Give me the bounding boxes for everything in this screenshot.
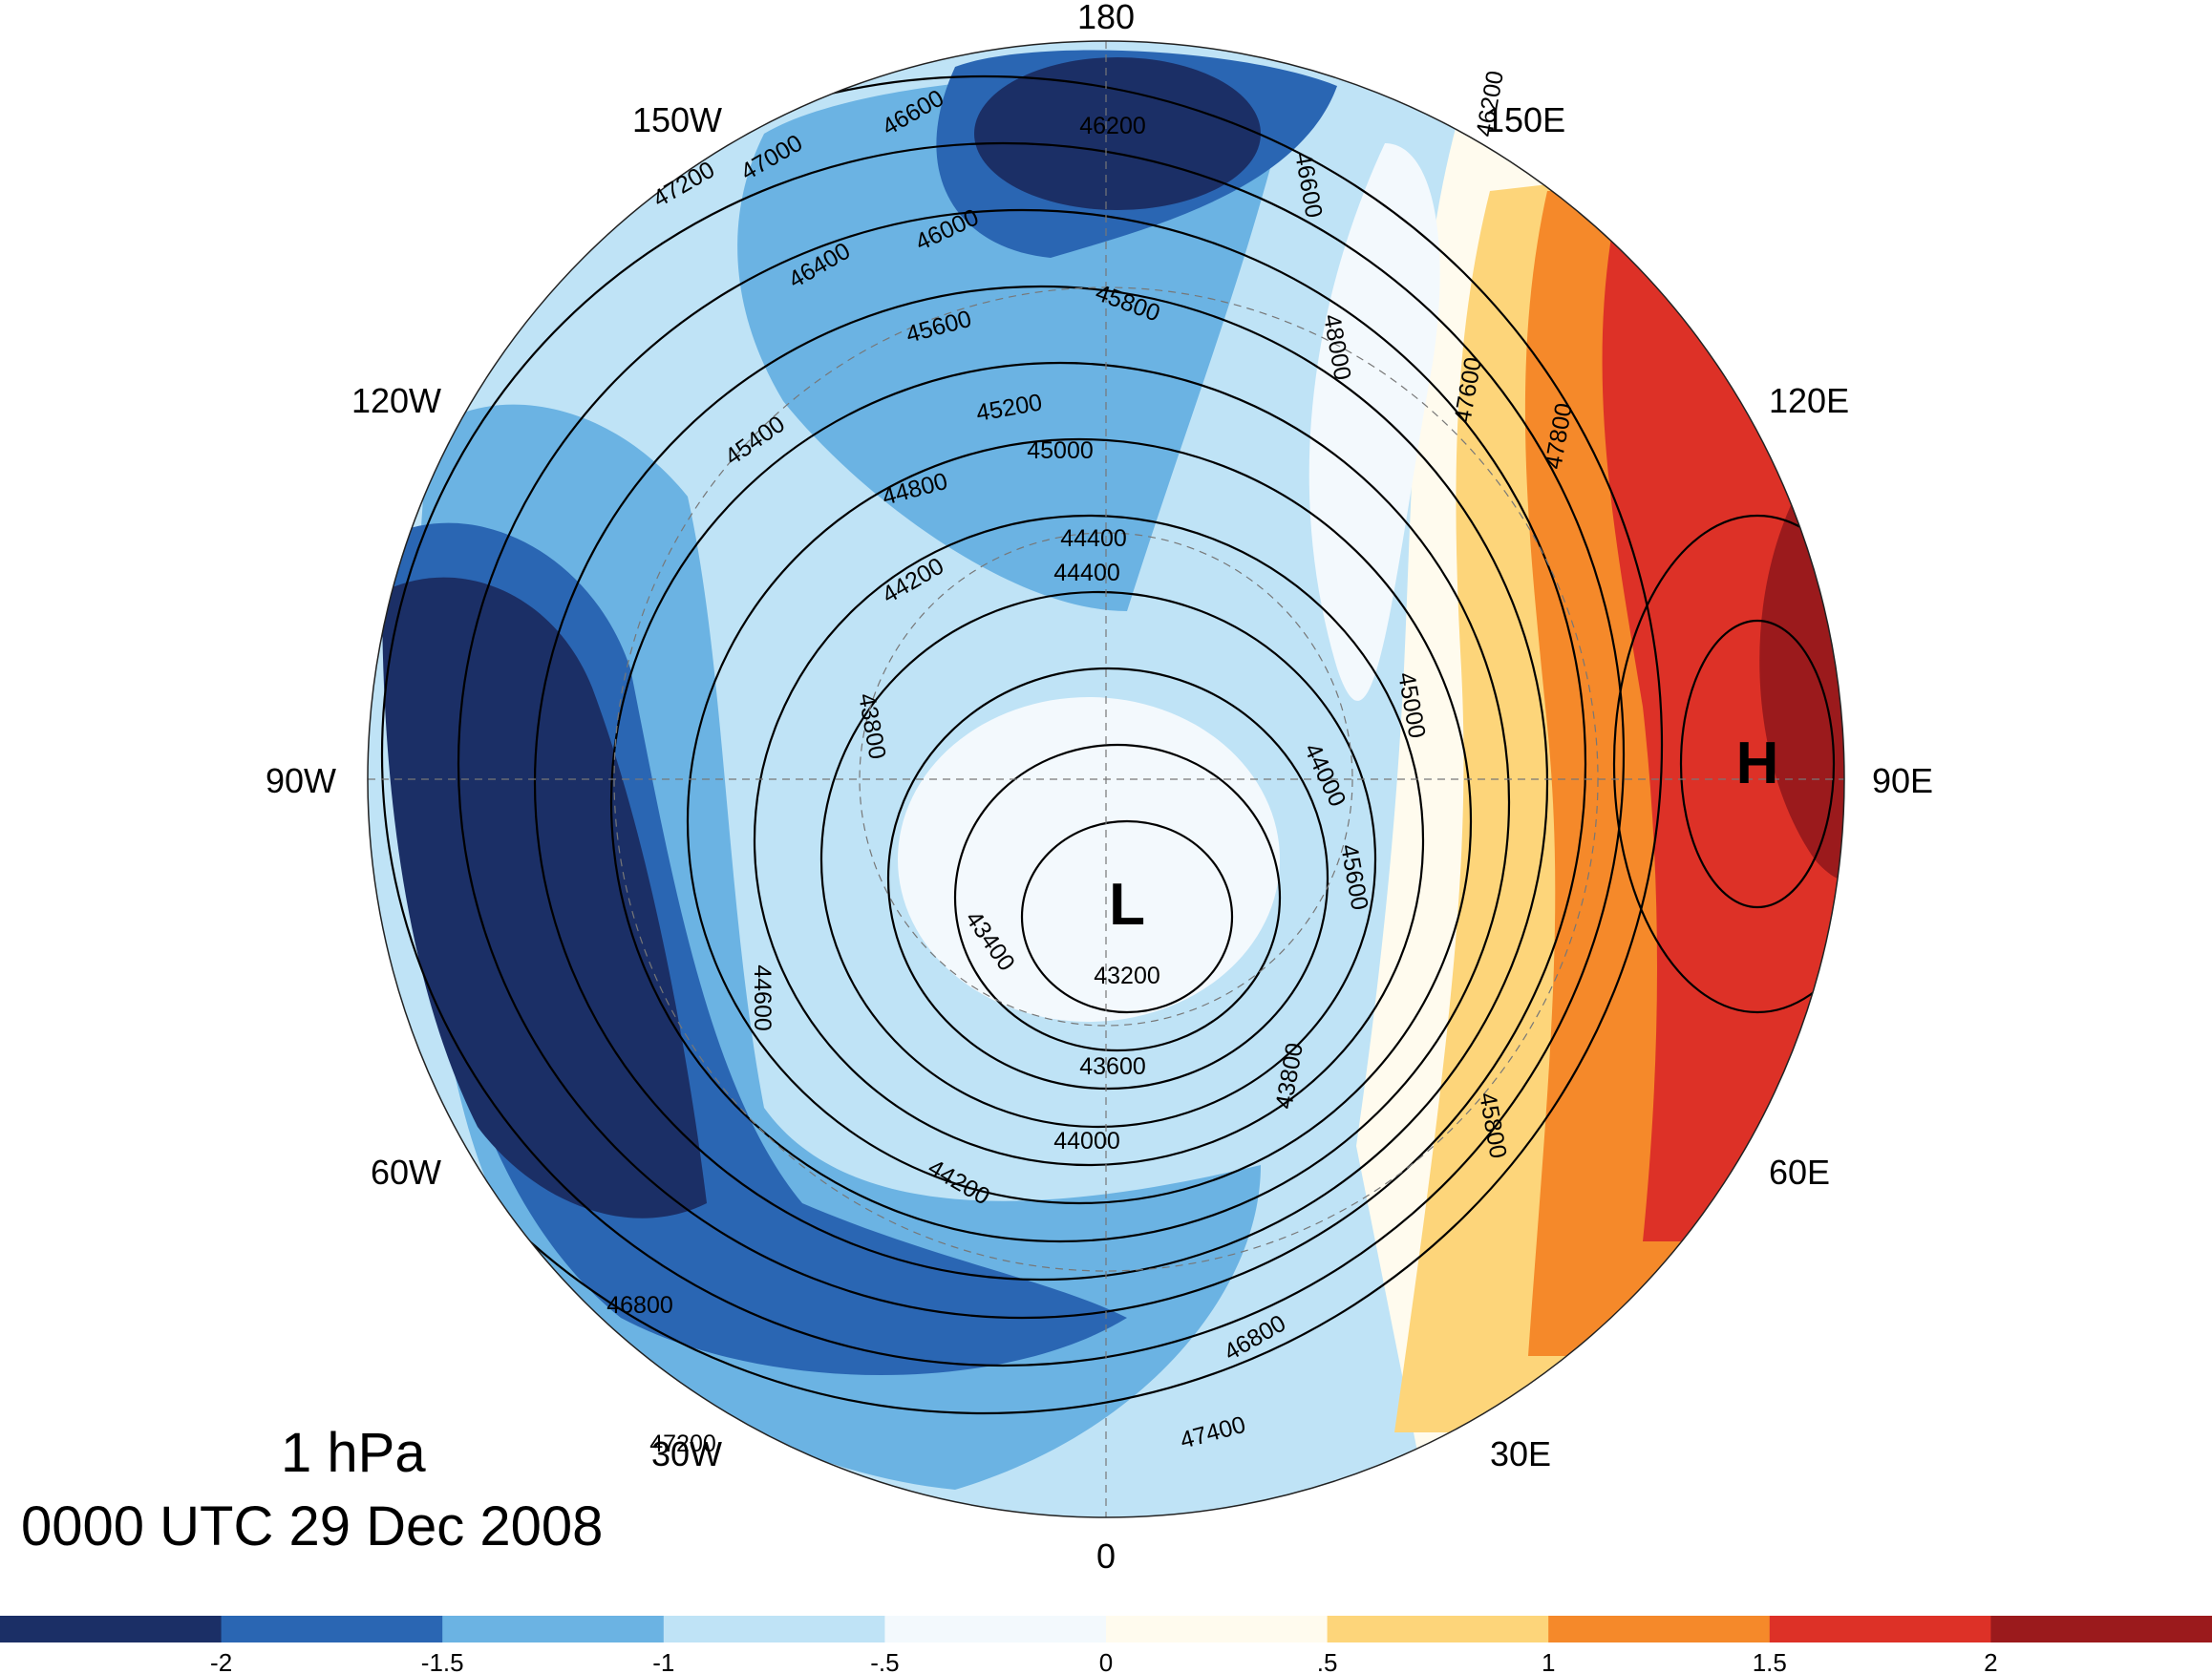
lon-label-150w: 150W bbox=[632, 100, 722, 139]
low-center-mark: L bbox=[1109, 872, 1145, 938]
lon-label-90e: 90E bbox=[1872, 761, 1933, 800]
colorbar-tick-label: -2 bbox=[210, 1648, 232, 1674]
contour-label: 44600 bbox=[749, 964, 776, 1031]
lon-label-180: 180 bbox=[1077, 0, 1135, 36]
lon-label-0: 0 bbox=[1096, 1536, 1116, 1576]
height-contours bbox=[368, 74, 1844, 1415]
colorbar-swatch bbox=[1769, 1616, 1991, 1642]
contour-ring bbox=[953, 743, 1282, 1052]
shade-positive-2 bbox=[1759, 477, 1844, 882]
colorbar-swatch bbox=[663, 1616, 885, 1642]
colorbar-swatches bbox=[0, 1616, 2212, 1642]
colorbar-swatch bbox=[884, 1616, 1107, 1642]
valid-time-caption: 0000 UTC 29 Dec 2008 bbox=[21, 1495, 604, 1557]
colorbar-swatch bbox=[442, 1616, 665, 1642]
shade-near-zero bbox=[898, 697, 1280, 1022]
colorbar-swatch bbox=[221, 1616, 443, 1642]
contour-ring bbox=[609, 361, 1511, 1243]
contour-ring bbox=[368, 74, 1664, 1415]
colorbar: -2 -1.5 -1 -.5 0 .5 1 1.5 2 bbox=[0, 1616, 2212, 1674]
colorbar-swatch bbox=[1327, 1616, 1549, 1642]
colorbar-tick-label: .5 bbox=[1317, 1648, 1338, 1674]
contour-label: 43200 bbox=[1094, 963, 1160, 989]
colorbar-swatch bbox=[1106, 1616, 1329, 1642]
contour-ring bbox=[380, 141, 1626, 1367]
colorbar-tick-label: -.5 bbox=[870, 1648, 899, 1674]
lon-label-30e: 30E bbox=[1490, 1434, 1551, 1473]
colorbar-tick-label: 0 bbox=[1099, 1648, 1113, 1674]
contour-label: 44000 bbox=[1053, 1128, 1120, 1155]
contour-label: 43600 bbox=[1079, 1053, 1146, 1080]
contour-ring bbox=[1020, 819, 1234, 1014]
contour-label: 45000 bbox=[1027, 437, 1094, 464]
colorbar-tick-label: 2 bbox=[1984, 1648, 1997, 1674]
colorbar-swatch bbox=[0, 1616, 223, 1642]
shade-white-north bbox=[1308, 143, 1440, 701]
contour-ring bbox=[686, 437, 1473, 1205]
contour-ring bbox=[753, 514, 1425, 1167]
contour-label: 46200 bbox=[1079, 113, 1146, 139]
colorbar-labels: -2 -1.5 -1 -.5 0 .5 1 1.5 2 bbox=[210, 1648, 1998, 1674]
contour-label: 47200 bbox=[649, 1430, 716, 1457]
colorbar-tick-label: 1 bbox=[1542, 1648, 1555, 1674]
anomaly-shading bbox=[368, 41, 1844, 1517]
contour-label: 44400 bbox=[1053, 560, 1120, 586]
pressure-level-caption: 1 hPa bbox=[281, 1422, 426, 1484]
colorbar-swatch bbox=[1548, 1616, 1771, 1642]
colorbar-tick-label: 1.5 bbox=[1753, 1648, 1787, 1674]
contour-ring bbox=[886, 667, 1329, 1091]
lon-label-120w: 120W bbox=[351, 381, 441, 420]
contour-label: 46800 bbox=[606, 1292, 673, 1319]
contour-ring bbox=[533, 285, 1549, 1282]
lon-label-90w: 90W bbox=[266, 761, 336, 800]
lon-label-60e: 60E bbox=[1769, 1153, 1830, 1192]
contour-ring-high bbox=[1612, 514, 1844, 1014]
colorbar-swatch bbox=[1990, 1616, 2212, 1642]
lon-label-150e: 150E bbox=[1485, 100, 1565, 139]
contour-ring bbox=[819, 590, 1377, 1129]
contour-ring bbox=[457, 208, 1587, 1320]
contour-ring-high bbox=[1679, 619, 1836, 909]
lon-label-120e: 120E bbox=[1769, 381, 1849, 420]
colorbar-tick-label: -1 bbox=[652, 1648, 674, 1674]
graticule bbox=[368, 41, 1844, 1517]
colorbar-tick-label: -1.5 bbox=[421, 1648, 464, 1674]
contour-label: 44400 bbox=[1060, 525, 1127, 552]
high-center-mark: H bbox=[1736, 731, 1779, 796]
lon-label-30w: 30W bbox=[651, 1434, 722, 1473]
lon-label-60w: 60W bbox=[371, 1153, 441, 1192]
hemisphere-outline bbox=[367, 40, 1845, 1518]
